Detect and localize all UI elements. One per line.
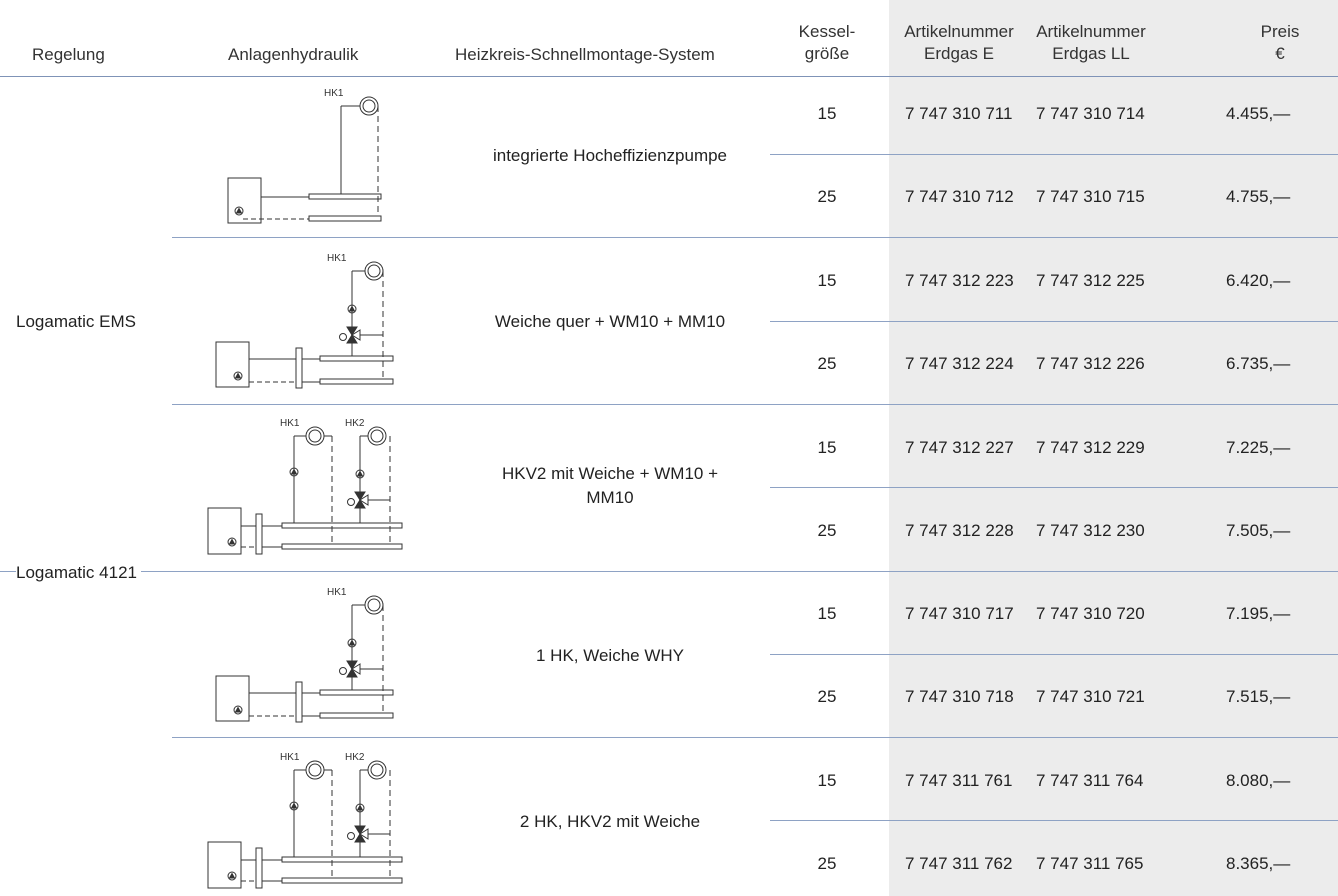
hk2-label: HK2 [345, 752, 365, 763]
size-separator [770, 654, 1338, 655]
article-e: 7 747 312 223 [905, 271, 1014, 290]
header-rule [0, 76, 1338, 77]
article-e: 7 747 311 762 [905, 854, 1013, 873]
header-system: Heizkreis-Schnellmontage-System [455, 45, 715, 64]
hydraulic-diagram: HK1 HK2 [207, 418, 403, 555]
price: 7.505,— [1226, 521, 1291, 540]
regelung-ems: Logamatic EMS [16, 312, 136, 331]
kessel-size: 25 [817, 854, 837, 873]
article-ll: 7 747 312 226 [1036, 354, 1145, 373]
header-kessel-line1: Kessel- [798, 22, 856, 41]
header-artikel-ll: Artikelnummer Erdgas LL [1026, 21, 1156, 65]
article-ll: 7 747 310 720 [1036, 604, 1145, 623]
group-separator [172, 737, 1338, 738]
hk1-label: HK1 [280, 418, 300, 429]
article-columns-shade [889, 0, 1338, 896]
hydraulic-diagram: HK1 HK2 [207, 752, 403, 889]
header-anlagenhydraulik: Anlagenhydraulik [228, 45, 359, 64]
size-separator [770, 487, 1338, 488]
hk1-label: HK1 [324, 88, 344, 99]
article-e: 7 747 310 711 [905, 104, 1013, 123]
kessel-size: 15 [817, 604, 837, 623]
article-ll: 7 747 312 230 [1036, 521, 1145, 540]
group-separator [172, 404, 1338, 405]
article-e: 7 747 312 227 [905, 438, 1014, 457]
system-name: Weiche quer + WM10 + MM10 [494, 312, 726, 331]
hk1-label: HK1 [327, 587, 347, 598]
article-e: 7 747 312 224 [905, 354, 1014, 373]
system-name-line1: HKV2 mit Weiche + WM10 + [501, 464, 719, 483]
header-preis-line2: € [1275, 44, 1285, 63]
size-separator [770, 321, 1338, 322]
header-artikel-ll-line1: Artikelnummer [1036, 22, 1146, 41]
kessel-size: 15 [817, 104, 837, 123]
kessel-size: 15 [817, 771, 837, 790]
kessel-size: 25 [817, 354, 837, 373]
kessel-size: 25 [817, 521, 837, 540]
article-e: 7 747 310 717 [905, 604, 1014, 623]
header-artikel-e-line2: Erdgas E [924, 44, 994, 63]
article-ll: 7 747 311 764 [1036, 771, 1144, 790]
article-ll: 7 747 311 765 [1036, 854, 1144, 873]
price: 8.080,— [1226, 771, 1291, 790]
article-ll: 7 747 312 225 [1036, 271, 1145, 290]
system-name: 2 HK, HKV2 mit Weiche [519, 812, 701, 831]
header-preis-line1: Preis [1260, 22, 1300, 41]
hk1-label: HK1 [280, 752, 300, 763]
kessel-size: 25 [817, 687, 837, 706]
regelung-4121: Logamatic 4121 [16, 562, 141, 584]
price: 4.455,— [1226, 104, 1291, 123]
article-ll: 7 747 310 721 [1036, 687, 1145, 706]
system-name: integrierte Hocheffizienzpumpe [492, 146, 728, 165]
header-kessel-line2: größe [804, 44, 850, 63]
price: 7.195,— [1226, 604, 1291, 623]
system-name-line2: MM10 [586, 488, 634, 507]
article-ll: 7 747 312 229 [1036, 438, 1145, 457]
hydraulic-diagram: HK1 [227, 88, 382, 224]
article-ll: 7 747 310 715 [1036, 187, 1145, 206]
article-e: 7 747 312 228 [905, 521, 1014, 540]
header-regelung: Regelung [32, 45, 105, 64]
group-separator [0, 571, 1338, 572]
price: 7.225,— [1226, 438, 1291, 457]
kessel-size: 25 [817, 187, 837, 206]
article-e: 7 747 311 761 [905, 771, 1013, 790]
kessel-size: 15 [817, 271, 837, 290]
hk2-label: HK2 [345, 418, 365, 429]
article-e: 7 747 310 712 [905, 187, 1014, 206]
price: 6.420,— [1226, 271, 1291, 290]
kessel-size: 15 [817, 438, 837, 457]
system-name: 1 HK, Weiche WHY [535, 646, 684, 665]
header-artikel-ll-line2: Erdgas LL [1052, 44, 1130, 63]
size-separator [770, 820, 1338, 821]
article-e: 7 747 310 718 [905, 687, 1014, 706]
price: 4.755,— [1226, 187, 1291, 206]
article-ll: 7 747 310 714 [1036, 104, 1145, 123]
header-preis: Preis € [1240, 21, 1320, 65]
hydraulic-diagram: HK1 [215, 587, 394, 723]
price: 8.365,— [1226, 854, 1291, 873]
price: 7.515,— [1226, 687, 1291, 706]
header-kesselgroesse: Kessel- größe [788, 21, 866, 65]
hk1-label: HK1 [327, 253, 347, 264]
price: 6.735,— [1226, 354, 1291, 373]
header-artikel-e: Artikelnummer Erdgas E [894, 21, 1024, 65]
system-name: HKV2 mit Weiche + WM10 + MM10 [440, 462, 780, 510]
header-artikel-e-line1: Artikelnummer [904, 22, 1014, 41]
size-separator [770, 154, 1338, 155]
hydraulic-diagram: HK1 [215, 253, 394, 389]
group-separator [172, 237, 1338, 238]
